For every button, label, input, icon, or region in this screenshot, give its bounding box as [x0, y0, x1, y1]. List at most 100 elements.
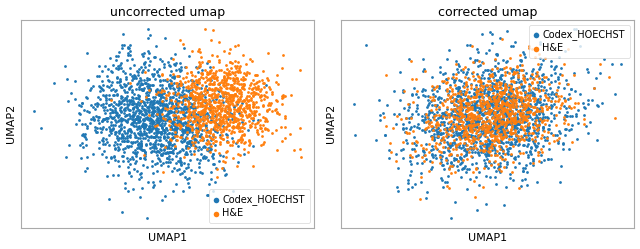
Codex_HOECHST	[198, 155, 208, 159]
Codex_HOECHST	[514, 99, 524, 103]
Codex_HOECHST	[170, 125, 180, 129]
H&E	[481, 83, 492, 87]
H&E	[238, 83, 248, 87]
Codex_HOECHST	[452, 85, 463, 89]
H&E	[560, 119, 570, 123]
Codex_HOECHST	[148, 131, 159, 135]
H&E	[461, 125, 471, 129]
H&E	[493, 86, 503, 90]
Codex_HOECHST	[134, 120, 144, 124]
Codex_HOECHST	[428, 147, 438, 151]
H&E	[410, 149, 420, 153]
H&E	[262, 103, 273, 107]
H&E	[463, 106, 473, 110]
Codex_HOECHST	[522, 70, 532, 74]
H&E	[221, 104, 231, 108]
H&E	[548, 139, 559, 143]
Codex_HOECHST	[426, 148, 436, 152]
Codex_HOECHST	[542, 135, 552, 139]
Codex_HOECHST	[492, 99, 502, 103]
Codex_HOECHST	[480, 68, 490, 72]
H&E	[499, 106, 509, 110]
Codex_HOECHST	[512, 122, 522, 125]
H&E	[541, 107, 552, 111]
Codex_HOECHST	[198, 93, 209, 97]
Codex_HOECHST	[79, 135, 90, 139]
H&E	[464, 133, 474, 137]
Codex_HOECHST	[462, 97, 472, 101]
Codex_HOECHST	[435, 69, 445, 73]
Codex_HOECHST	[501, 140, 511, 144]
H&E	[243, 103, 253, 107]
Codex_HOECHST	[533, 125, 543, 129]
Codex_HOECHST	[487, 99, 497, 103]
H&E	[180, 65, 191, 69]
Codex_HOECHST	[467, 133, 477, 137]
Codex_HOECHST	[398, 122, 408, 126]
Codex_HOECHST	[463, 67, 474, 71]
Codex_HOECHST	[165, 109, 175, 113]
Codex_HOECHST	[151, 100, 161, 104]
H&E	[538, 88, 548, 92]
Codex_HOECHST	[214, 82, 224, 86]
H&E	[200, 68, 210, 72]
Codex_HOECHST	[148, 102, 158, 106]
Codex_HOECHST	[92, 105, 102, 109]
Codex_HOECHST	[477, 73, 487, 77]
Codex_HOECHST	[452, 153, 462, 157]
Codex_HOECHST	[482, 103, 492, 107]
Codex_HOECHST	[156, 142, 166, 146]
Codex_HOECHST	[106, 70, 116, 74]
Codex_HOECHST	[512, 115, 522, 119]
Codex_HOECHST	[471, 102, 481, 106]
Codex_HOECHST	[427, 134, 437, 138]
Codex_HOECHST	[534, 116, 545, 120]
H&E	[465, 112, 475, 116]
Codex_HOECHST	[404, 102, 414, 106]
H&E	[257, 134, 268, 138]
Codex_HOECHST	[109, 89, 120, 93]
Codex_HOECHST	[127, 110, 138, 114]
Codex_HOECHST	[388, 89, 399, 93]
H&E	[229, 81, 239, 85]
Codex_HOECHST	[526, 133, 536, 137]
H&E	[543, 98, 553, 102]
H&E	[461, 101, 471, 105]
Codex_HOECHST	[182, 105, 192, 109]
Codex_HOECHST	[129, 92, 139, 96]
Codex_HOECHST	[163, 156, 173, 160]
Codex_HOECHST	[104, 125, 115, 129]
H&E	[193, 98, 203, 102]
Codex_HOECHST	[172, 85, 182, 89]
Codex_HOECHST	[495, 36, 505, 40]
Codex_HOECHST	[496, 90, 506, 94]
Codex_HOECHST	[146, 129, 156, 133]
Codex_HOECHST	[454, 133, 465, 137]
H&E	[259, 81, 269, 85]
Codex_HOECHST	[384, 156, 394, 160]
Codex_HOECHST	[484, 86, 494, 90]
H&E	[248, 86, 259, 90]
H&E	[192, 91, 202, 95]
H&E	[260, 118, 271, 122]
H&E	[181, 84, 191, 88]
Codex_HOECHST	[477, 122, 487, 126]
Codex_HOECHST	[510, 165, 520, 169]
H&E	[430, 144, 440, 148]
H&E	[247, 111, 257, 115]
Codex_HOECHST	[199, 99, 209, 103]
Codex_HOECHST	[206, 147, 216, 151]
Codex_HOECHST	[175, 61, 185, 64]
H&E	[481, 139, 491, 143]
Codex_HOECHST	[152, 70, 162, 74]
Codex_HOECHST	[123, 129, 133, 133]
Codex_HOECHST	[125, 66, 135, 70]
Codex_HOECHST	[180, 175, 190, 179]
H&E	[205, 82, 216, 86]
Codex_HOECHST	[159, 118, 170, 122]
Codex_HOECHST	[496, 122, 506, 125]
H&E	[563, 82, 573, 86]
Codex_HOECHST	[134, 94, 144, 98]
H&E	[436, 150, 446, 154]
H&E	[233, 97, 243, 101]
